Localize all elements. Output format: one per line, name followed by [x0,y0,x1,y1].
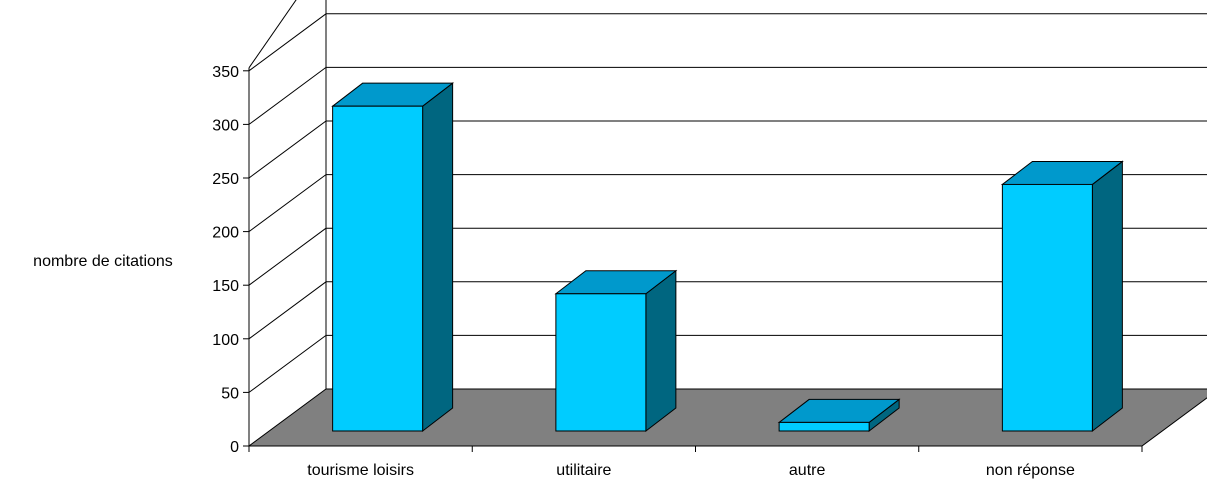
bar-front-3 [1001,183,1093,432]
y-tick-label-100: 100 [212,332,239,349]
bar-side-0 [422,82,454,433]
gridline-side-200 [248,174,327,233]
gridline-side-50 [248,334,327,393]
y-tick-label-200: 200 [212,225,239,242]
y-tick-label-350: 350 [212,64,239,81]
y-tick-label-50: 50 [221,385,239,402]
y-axis-title: nombre de citations [33,253,173,270]
bar-3 [1000,160,1124,433]
gridline-side-350 [248,13,327,72]
axes [243,67,1143,452]
labels: 0 50 100 150 200 250 300 350 tourisme loisirs uti… [212,64,1075,479]
y-tick-label-250: 250 [212,171,239,188]
bar-front-1 [555,293,647,432]
y-tick-label-300: 300 [212,117,239,134]
gridline-side-250 [248,120,327,179]
bar-0 [331,82,455,433]
gridline-side-150 [248,227,327,286]
bar-front-2 [778,421,870,432]
bar-front-0 [332,105,424,432]
x-tick-label-1: utilitaire [556,462,611,479]
x-tick-label-3: non réponse [986,462,1075,479]
bars [331,82,1124,433]
bar-2 [777,398,901,433]
x-tick-label-0: tourisme loisirs [307,462,414,479]
chart-back-wall [248,0,327,389]
y-tick-label-0: 0 [230,439,239,456]
bar-side-1 [645,269,677,433]
gridline-side-300 [248,66,327,125]
side-wall-top [248,0,297,69]
y-tick-label-150: 150 [212,278,239,295]
bar-1 [554,269,678,433]
x-tick-label-2: autre [789,462,826,479]
bar-side-3 [1091,160,1123,433]
gridline-side-100 [248,281,327,340]
